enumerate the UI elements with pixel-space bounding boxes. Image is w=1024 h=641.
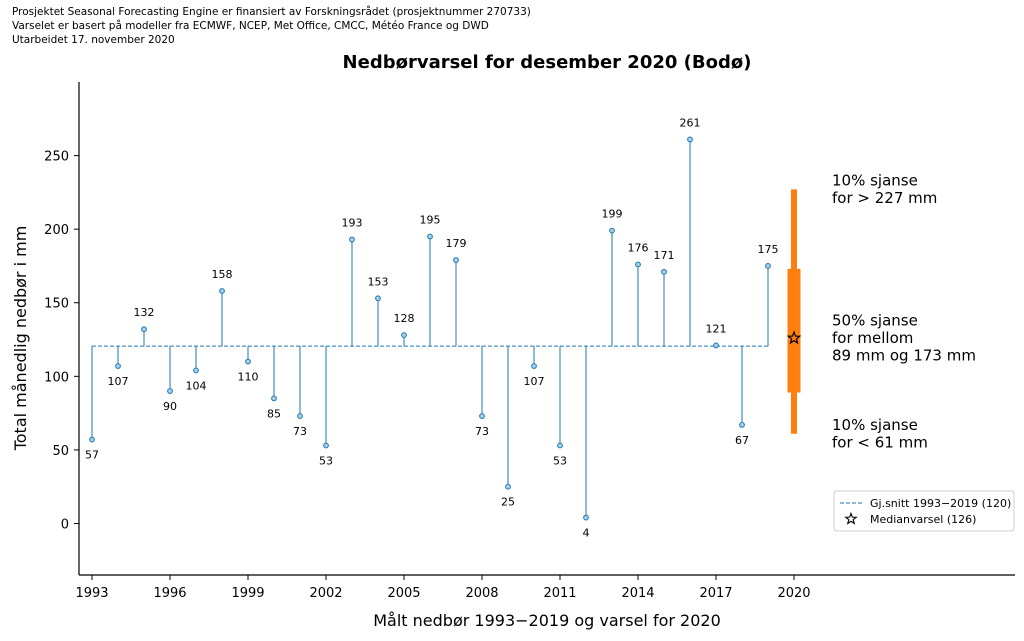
x-tick-label: 2008 (465, 586, 498, 601)
data-point (583, 514, 589, 521)
y-tick-label: 200 (44, 223, 69, 238)
data-label: 158 (212, 268, 233, 281)
x-tick-label: 2002 (309, 586, 342, 601)
data-point (141, 326, 147, 333)
forecast-annotation: for < 61 mm (832, 433, 928, 451)
data-point (531, 363, 537, 369)
y-axis-label: Total månedlig nedbør i mm (11, 226, 30, 452)
data-label: 193 (342, 216, 363, 229)
x-tick-label: 2014 (621, 586, 654, 601)
legend-box (833, 490, 1015, 532)
x-tick-label: 1999 (231, 586, 264, 601)
data-point (349, 236, 355, 243)
x-axis-label: Målt nedbør 1993−2019 og varsel for 2020 (373, 611, 721, 630)
data-point (323, 442, 329, 449)
data-point (609, 227, 615, 234)
data-label: 153 (368, 275, 389, 288)
data-label: 128 (394, 312, 415, 325)
forecast-annotation: 10% sjanse (832, 416, 918, 434)
forecast-annotation: 10% sjanse (832, 172, 918, 190)
data-label: 107 (524, 375, 545, 388)
data-point (375, 295, 381, 302)
data-label: 73 (475, 425, 489, 438)
x-tick-label: 2017 (699, 586, 732, 601)
data-point (245, 358, 251, 365)
header-line-2: Varselet er basert på modeller fra ECMWF… (12, 20, 489, 32)
data-label: 90 (163, 400, 177, 413)
data-point (713, 342, 719, 349)
y-tick-label: 0 (61, 517, 69, 532)
legend-star-icon (844, 511, 858, 525)
data-point (89, 436, 95, 443)
forecast-annotation: 50% sjanse (832, 312, 918, 330)
data-point (479, 413, 485, 419)
data-point (115, 363, 121, 369)
data-point (505, 483, 511, 490)
data-point (453, 257, 459, 263)
x-tick-label: 1996 (153, 586, 186, 601)
data-point (765, 263, 771, 269)
data-label: 179 (446, 237, 467, 250)
legend-mean-label: Gj.snitt 1993−2019 (120) (870, 497, 1011, 510)
data-label: 25 (501, 496, 515, 509)
data-point (297, 413, 303, 419)
data-label: 73 (293, 425, 307, 438)
data-label: 199 (602, 208, 623, 221)
data-label: 176 (628, 241, 649, 254)
y-tick-label: 150 (44, 297, 69, 312)
x-tick-label: 2011 (543, 586, 576, 601)
data-point (427, 233, 433, 240)
data-label: 67 (735, 434, 749, 447)
data-label: 85 (267, 407, 281, 420)
data-label: 132 (134, 306, 155, 319)
data-label: 53 (553, 454, 567, 467)
chart-title: Nedbørvarsel for desember 2020 (Bodø) (343, 52, 752, 73)
data-label: 4 (583, 527, 590, 540)
data-label: 175 (758, 243, 779, 256)
data-label: 104 (186, 379, 207, 392)
data-point (557, 442, 563, 449)
header-line-3: Utarbeidet 17. november 2020 (12, 34, 175, 46)
data-point (193, 367, 199, 374)
data-label: 110 (238, 371, 259, 384)
forecast-annotation: for > 227 mm (832, 189, 937, 207)
x-tick-label: 1993 (75, 586, 108, 601)
data-label: 121 (706, 322, 727, 335)
data-point (271, 395, 277, 402)
header-line-1: Prosjektet Seasonal Forecasting Engine e… (12, 6, 531, 18)
y-tick-label: 100 (44, 370, 69, 385)
forecast-annotation: 89 mm og 173 mm (832, 347, 976, 365)
x-tick-label: 2020 (777, 586, 810, 601)
data-label: 107 (108, 375, 129, 388)
data-point (739, 421, 745, 428)
legend-median-label: Medianvarsel (126) (870, 513, 976, 526)
x-tick-label: 2005 (387, 586, 420, 601)
data-point (661, 268, 667, 275)
data-label: 195 (420, 214, 441, 227)
data-label: 171 (654, 249, 675, 262)
y-tick-label: 50 (52, 444, 69, 459)
data-label: 57 (85, 449, 99, 462)
data-point (635, 261, 641, 268)
data-label: 261 (680, 116, 701, 129)
data-point (219, 288, 225, 294)
data-point (687, 136, 693, 143)
header-note: Prosjektet Seasonal Forecasting Engine e… (12, 5, 531, 47)
data-point (401, 332, 407, 339)
data-label: 53 (319, 454, 333, 467)
forecast-annotation: for mellom (832, 329, 913, 347)
median-star-icon (786, 330, 802, 345)
data-point (167, 388, 173, 394)
y-tick-label: 250 (44, 150, 69, 165)
